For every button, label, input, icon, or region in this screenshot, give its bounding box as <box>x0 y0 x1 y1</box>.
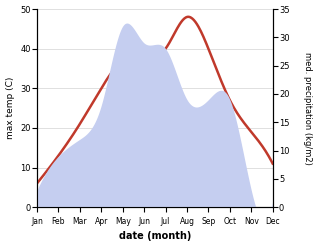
X-axis label: date (month): date (month) <box>119 231 191 242</box>
Y-axis label: max temp (C): max temp (C) <box>5 77 15 139</box>
Y-axis label: med. precipitation (kg/m2): med. precipitation (kg/m2) <box>303 52 313 165</box>
